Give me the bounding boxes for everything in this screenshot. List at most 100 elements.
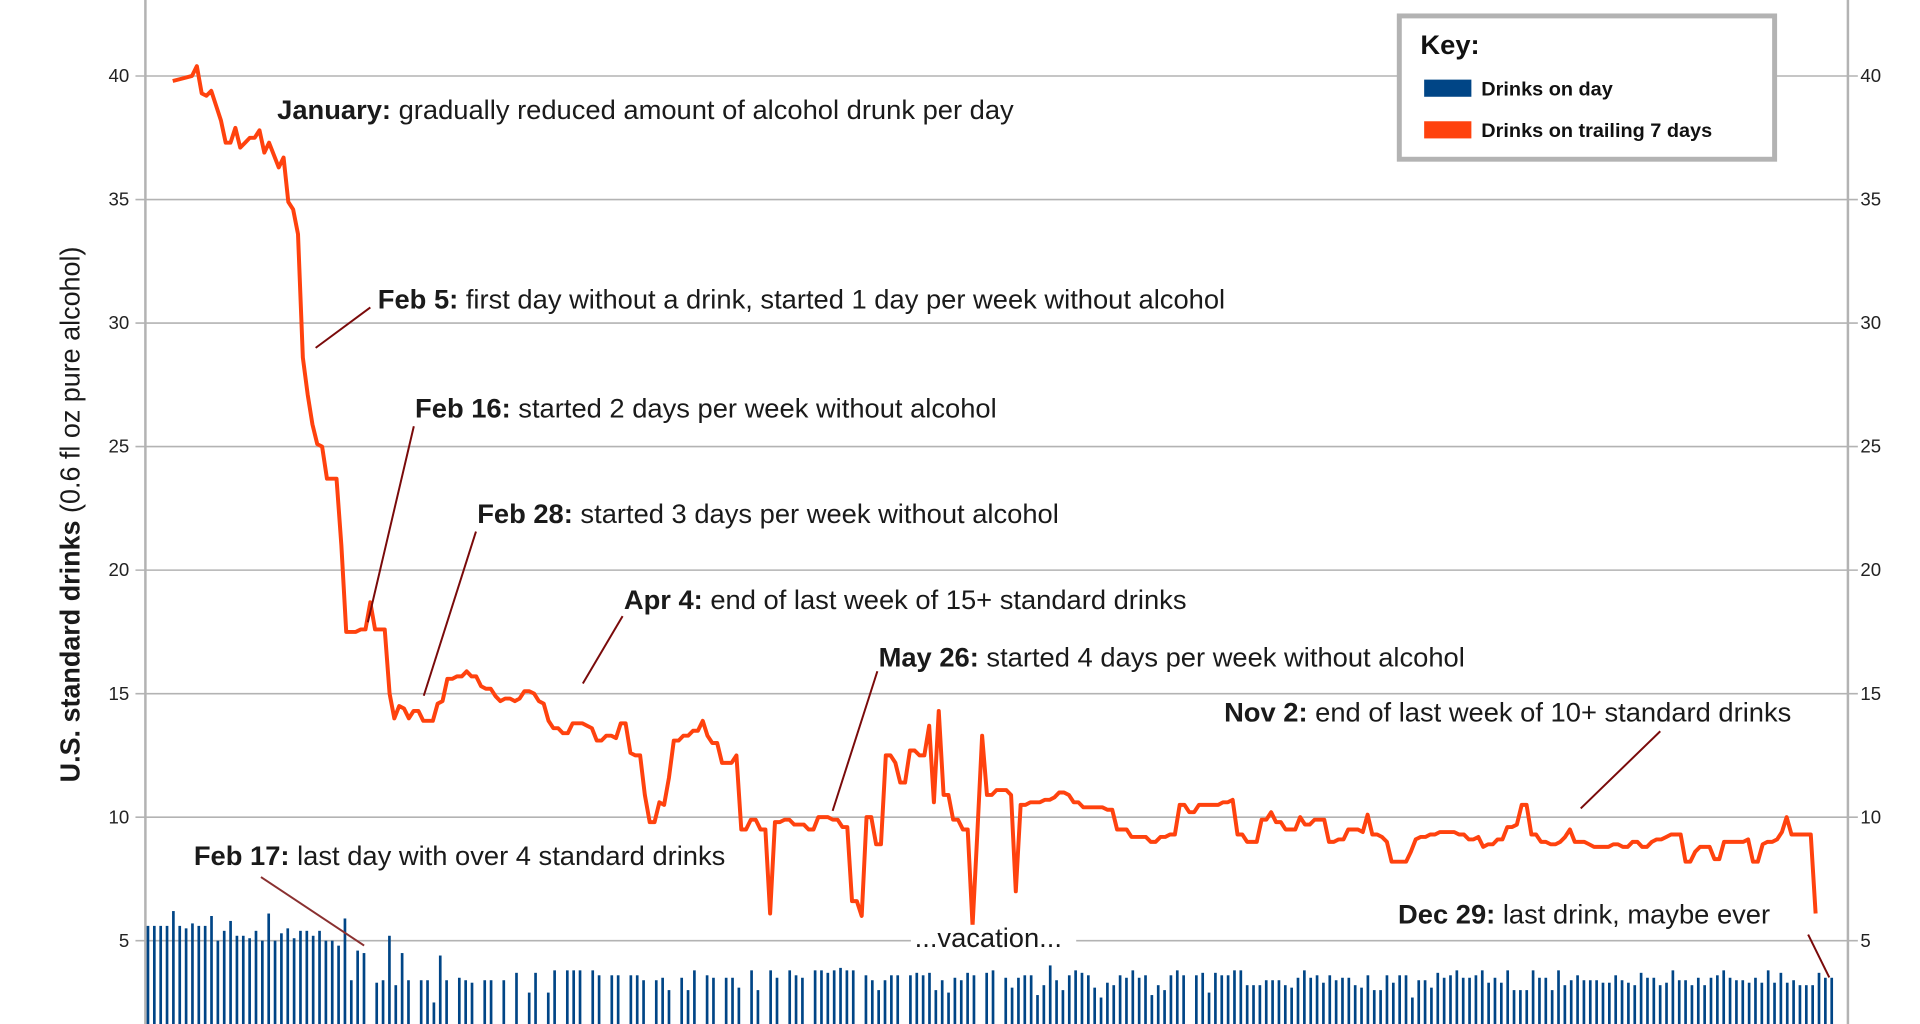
- day-bar: [654, 980, 658, 1024]
- day-bar: [794, 975, 798, 1024]
- left-tick-35: 35: [109, 189, 130, 210]
- day-bar: [1277, 980, 1281, 1024]
- day-bar: [1487, 982, 1490, 1024]
- day-bar: [839, 967, 842, 1024]
- day-bar: [953, 977, 957, 1024]
- day-bar: [1499, 982, 1503, 1024]
- day-bar: [1703, 985, 1706, 1024]
- day-bar: [851, 970, 855, 1024]
- day-bar: [337, 945, 340, 1024]
- annotation-feb28-text: started 3 days per week without alcohol: [573, 498, 1059, 529]
- day-bar: [1264, 980, 1268, 1024]
- day-bar: [1220, 975, 1224, 1024]
- day-bar: [1512, 990, 1516, 1024]
- leader-apr4: [581, 615, 624, 684]
- right-tick-labels: 5 10 15 20 25 30 35 40: [1860, 65, 1881, 951]
- day-bar: [909, 975, 912, 1024]
- day-bar: [286, 928, 290, 1024]
- day-bar: [1690, 985, 1694, 1024]
- left-tick-labels: 5 10 15 20 25 30 35 40: [109, 65, 130, 951]
- annotation-dec29-text: last drink, maybe ever: [1495, 899, 1770, 930]
- day-bar: [947, 992, 950, 1024]
- day-bar: [1131, 970, 1135, 1024]
- day-bar: [191, 923, 194, 1024]
- day-bar: [591, 970, 595, 1024]
- day-bar: [1398, 975, 1402, 1024]
- day-bar: [1315, 975, 1319, 1024]
- day-bar: [985, 972, 989, 1024]
- day-bar: [1214, 972, 1217, 1024]
- day-bar: [610, 975, 614, 1024]
- day-bar: [1519, 990, 1522, 1024]
- annotation-dec29-date: Dec 29:: [1398, 899, 1495, 930]
- day-bar: [1506, 970, 1510, 1024]
- day-bar: [1271, 980, 1274, 1024]
- day-bar: [972, 975, 976, 1024]
- leader-feb16: [366, 426, 415, 623]
- day-bar: [400, 953, 404, 1024]
- day-bar: [349, 980, 353, 1024]
- day-bar: [483, 980, 487, 1024]
- day-bar: [1252, 985, 1255, 1024]
- day-bar: [1563, 985, 1567, 1024]
- day-bar: [146, 925, 150, 1024]
- day-bar: [273, 940, 277, 1024]
- day-bar: [1474, 975, 1478, 1024]
- right-tick-35: 35: [1860, 189, 1881, 210]
- day-bar: [1735, 980, 1738, 1024]
- day-bar: [616, 975, 620, 1024]
- day-bar: [1137, 977, 1141, 1024]
- day-bar: [419, 980, 423, 1024]
- day-bar: [426, 980, 429, 1024]
- day-bar: [1385, 975, 1389, 1024]
- day-bar: [635, 975, 639, 1024]
- day-bar: [1677, 980, 1681, 1024]
- day-bar: [680, 977, 684, 1024]
- day-bar: [883, 980, 887, 1024]
- day-bar: [1118, 975, 1122, 1024]
- day-bar: [705, 975, 709, 1024]
- day-bar: [1067, 975, 1071, 1024]
- day-bar: [1201, 972, 1205, 1024]
- day-bar: [1055, 980, 1058, 1024]
- day-bar: [1684, 980, 1687, 1024]
- day-bar: [197, 925, 201, 1024]
- trailing-7-day-line: [172, 64, 1818, 928]
- annotation-january-date: January:: [277, 94, 391, 125]
- day-bar: [991, 970, 995, 1024]
- day-bar: [1195, 975, 1198, 1024]
- left-tick-25: 25: [109, 436, 130, 457]
- day-bar: [1588, 980, 1592, 1024]
- legend-label-trailing: Drinks on trailing 7 days: [1481, 120, 1712, 142]
- day-bar: [330, 940, 334, 1024]
- day-bar: [1417, 980, 1421, 1024]
- day-bar: [966, 972, 969, 1024]
- day-bar: [1207, 992, 1211, 1024]
- day-bar: [343, 918, 347, 1024]
- day-bar: [1061, 990, 1065, 1024]
- day-bar: [1245, 985, 1249, 1024]
- day-bar: [1716, 975, 1719, 1024]
- left-tick-15: 15: [109, 683, 130, 704]
- annotation-apr4-date: Apr 4:: [624, 584, 703, 615]
- day-bar: [724, 977, 728, 1024]
- day-bar: [1391, 982, 1395, 1024]
- day-bar: [527, 992, 531, 1024]
- day-bar: [1747, 982, 1751, 1024]
- day-bar: [870, 980, 874, 1024]
- day-bar: [184, 928, 188, 1024]
- day-bar: [1665, 982, 1668, 1024]
- day-bar: [1608, 982, 1611, 1024]
- leader-may26: [831, 670, 879, 812]
- day-bar: [693, 970, 696, 1024]
- day-bar: [292, 938, 296, 1024]
- day-bar: [1741, 980, 1745, 1024]
- day-bar: [1048, 965, 1052, 1024]
- annotation-nov2-text: end of last week of 10+ standard drinks: [1308, 697, 1792, 728]
- day-bar: [1328, 975, 1332, 1024]
- day-bar: [1156, 985, 1160, 1024]
- day-bar: [1709, 977, 1713, 1024]
- day-bar: [1112, 985, 1116, 1024]
- day-bar: [222, 930, 226, 1024]
- day-bar: [489, 980, 493, 1024]
